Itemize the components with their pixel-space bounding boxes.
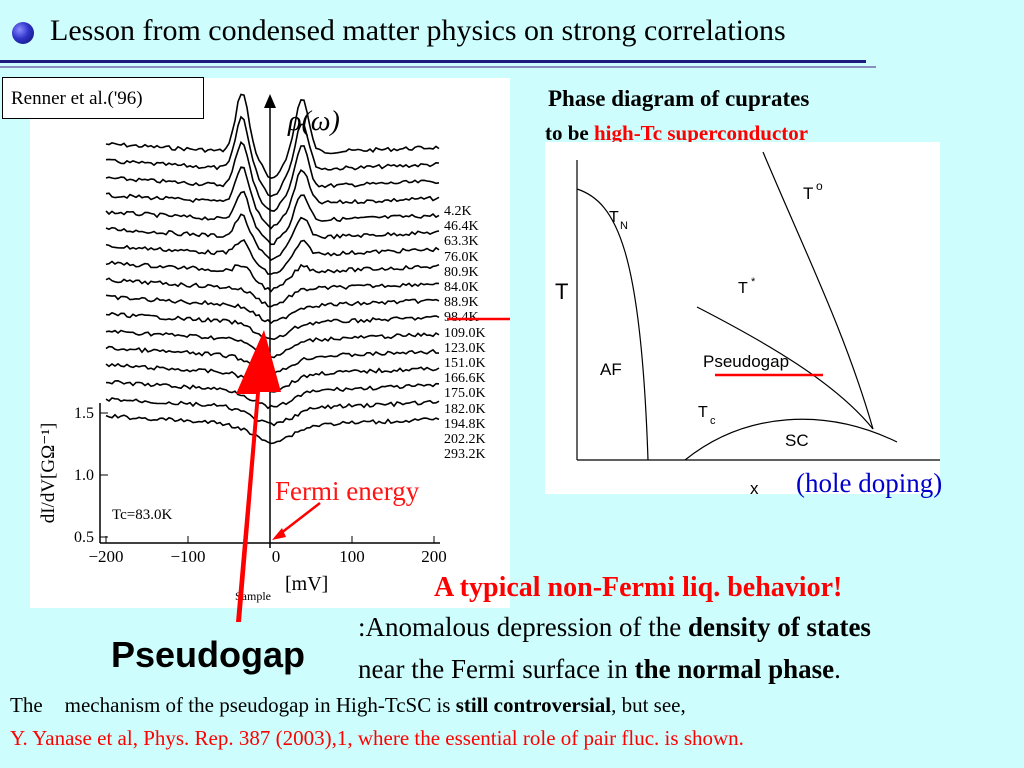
x-axis-label: x bbox=[750, 479, 759, 494]
spectrum-curve bbox=[105, 329, 440, 359]
temperature-label: 4.2K bbox=[444, 204, 472, 219]
title-rule-shadow bbox=[0, 66, 876, 68]
spectrum-curve bbox=[105, 190, 440, 246]
spectrum-curve bbox=[105, 397, 440, 427]
slide-title: Lesson from condensed matter physics on … bbox=[50, 14, 786, 47]
pseudogap-label: Pseudogap bbox=[703, 352, 789, 371]
temperature-label: 63.3K bbox=[444, 234, 479, 250]
pseudogap-arrow bbox=[211, 330, 281, 622]
spectrum-curve bbox=[105, 166, 440, 230]
t0-sup: o bbox=[816, 179, 823, 193]
spectrum-curve bbox=[105, 379, 440, 410]
t0-label: T bbox=[803, 184, 813, 203]
anomalous-text: near the Fermi surface in bbox=[358, 654, 635, 684]
reference-line: Y. Yanase et al, Phys. Rep. 387 (2003),1… bbox=[10, 726, 744, 750]
spectrum-curve bbox=[105, 260, 440, 293]
bullet-icon bbox=[12, 22, 34, 44]
tstar-label: T bbox=[738, 280, 748, 297]
tc-dome bbox=[684, 418, 898, 461]
spectrum-curve bbox=[105, 213, 440, 261]
fermi-pointer-head bbox=[272, 528, 286, 540]
x-tick: 100 bbox=[339, 547, 365, 566]
temperature-label: 166.6K bbox=[444, 371, 486, 387]
temperature-label: 151.0K bbox=[444, 356, 486, 372]
spectrum-curve bbox=[105, 140, 440, 212]
spectrum-curve bbox=[105, 115, 440, 198]
hole-doping-label: (hole doping) bbox=[796, 468, 943, 498]
mechanism-text: The bbox=[10, 693, 43, 717]
mechanism-emphasis: still controversial bbox=[455, 693, 612, 717]
x-tick: −200 bbox=[88, 547, 123, 566]
temperature-label: 182.0K bbox=[444, 401, 486, 417]
citation-box: Renner et al.('96) bbox=[2, 77, 204, 119]
spectrum-curve bbox=[105, 93, 440, 179]
neel-curve bbox=[576, 188, 649, 461]
x-tick: −100 bbox=[170, 547, 205, 566]
anomalous-text: . bbox=[834, 654, 841, 684]
pseudogap-caption: Pseudogap bbox=[111, 634, 306, 675]
mechanism-text: , but see, bbox=[611, 693, 686, 717]
tstar-sup: * bbox=[751, 276, 756, 288]
y-tick: 1.0 bbox=[74, 467, 94, 484]
temperature-label: 202.2K bbox=[444, 432, 486, 448]
anomalous-line-1: :Anomalous depression of the density of … bbox=[358, 612, 871, 643]
subheading-prefix: to be bbox=[545, 121, 594, 145]
tc-sub: c bbox=[710, 415, 716, 427]
temperature-label: 84.0K bbox=[444, 280, 479, 296]
y-tick: 1.5 bbox=[74, 405, 94, 422]
anomalous-text: :Anomalous depression of the bbox=[358, 612, 688, 642]
tc-label: Tc=83.0K bbox=[112, 507, 172, 523]
anomalous-line-2: near the Fermi surface in the normal pha… bbox=[358, 654, 841, 685]
spectrum-curve bbox=[105, 294, 440, 325]
temperature-label: 109.0K bbox=[444, 325, 486, 341]
x-tick: 200 bbox=[421, 547, 447, 566]
temperature-label: 80.9K bbox=[444, 264, 479, 280]
temperature-label: 46.4K bbox=[444, 219, 479, 235]
rho-omega-label: ρ(ω) bbox=[287, 106, 340, 137]
fermi-energy-label: Fermi energy bbox=[275, 476, 420, 506]
non-fermi-heading: A typical non-Fermi liq. behavior! bbox=[434, 572, 843, 603]
phase-diagram-subheading: to be high-Tc superconductor bbox=[545, 121, 808, 146]
x-tick: 0 bbox=[272, 547, 281, 566]
temperature-label: 293.2K bbox=[444, 447, 486, 463]
spectrum-curve bbox=[105, 311, 440, 341]
tn-label: T bbox=[609, 209, 619, 226]
mechanism-text: mechanism of the pseudogap in High-TcSC … bbox=[64, 693, 456, 717]
temperature-label: 76.0K bbox=[444, 249, 479, 265]
af-label: AF bbox=[600, 360, 622, 379]
tstar-curve bbox=[696, 306, 874, 430]
y-tick: 0.5 bbox=[74, 529, 94, 546]
temperature-label: 175.0K bbox=[444, 386, 486, 402]
tc-label: T bbox=[698, 404, 708, 421]
y-axis-label: dI/dV[GΩ⁻¹] bbox=[38, 423, 59, 524]
mechanism-line: The mechanism of the pseudogap in High-Tc… bbox=[10, 693, 686, 718]
phase-diagram-heading: Phase diagram of cuprates bbox=[548, 86, 810, 111]
x-axis-unit: [mV] bbox=[285, 573, 328, 595]
subheading-highlight: high-Tc superconductor bbox=[594, 121, 809, 145]
tn-sub: N bbox=[620, 220, 628, 232]
temperature-label: 88.9K bbox=[444, 295, 479, 311]
spectrum-curve bbox=[105, 413, 440, 445]
spectrum-curve bbox=[105, 277, 440, 308]
x-axis-label-sub: Sample bbox=[235, 589, 271, 603]
spectrum-curve bbox=[105, 238, 440, 275]
rho-axis-arrowhead bbox=[264, 94, 276, 108]
anomalous-emphasis: the normal phase bbox=[634, 654, 835, 684]
phase-diagram-figure: T x T N T o T * AF Pseudogap T c SC bbox=[545, 142, 940, 494]
sts-spectra-figure: 1.5 1.0 0.5 −200 −100 0 100 200 dI/dV[GΩ… bbox=[30, 78, 510, 608]
temperature-label: 194.8K bbox=[444, 416, 486, 432]
anomalous-emphasis: density of states bbox=[687, 612, 871, 642]
t-axis-label: T bbox=[555, 279, 568, 304]
title-rule bbox=[0, 60, 866, 63]
t0-curve bbox=[762, 151, 874, 430]
temperature-label: 123.0K bbox=[444, 340, 486, 356]
sc-label: SC bbox=[785, 431, 809, 450]
